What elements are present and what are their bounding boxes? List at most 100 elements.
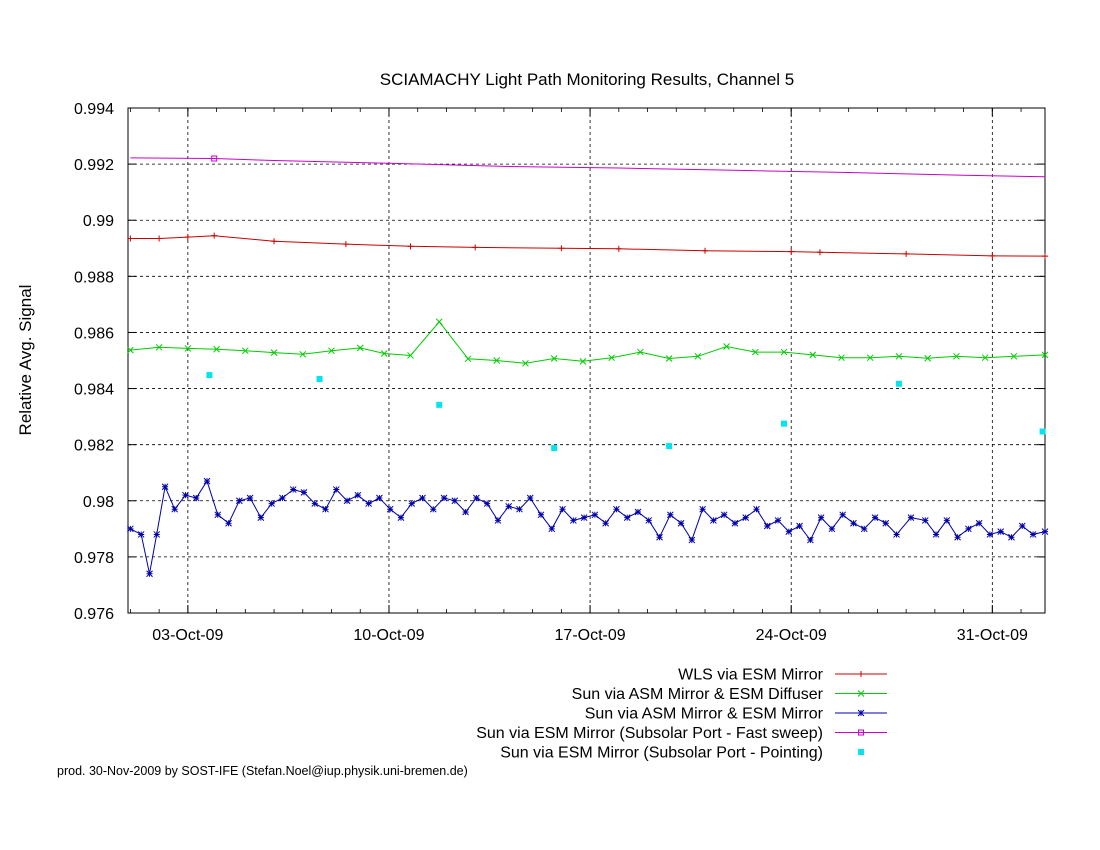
x-tick-label: 17-Oct-09	[555, 627, 626, 644]
data-point	[569, 517, 577, 524]
legend-label: Sun via ASM Mirror & ESM Mirror	[585, 706, 824, 723]
y-tick-label: 0.984	[74, 382, 114, 399]
plot-frame	[127, 107, 1046, 614]
data-point	[882, 519, 890, 527]
data-point	[473, 494, 480, 502]
series-3	[127, 477, 1049, 578]
chart-title: SCIAMACHY Light Path Monitoring Results,…	[380, 70, 795, 89]
legend-label: Sun via ESM Mirror (Subsolar Port - Poin…	[500, 745, 823, 762]
data-point	[435, 318, 443, 326]
data-point	[472, 244, 479, 251]
x-tick-label: 10-Oct-09	[353, 627, 424, 644]
data-point	[720, 511, 728, 519]
data-point	[268, 500, 276, 507]
y-tick-label: 0.982	[74, 438, 114, 455]
series-1-line	[130, 235, 1046, 257]
data-point	[785, 528, 793, 535]
data-point	[271, 238, 278, 245]
data-point	[407, 352, 414, 359]
data-point	[723, 343, 730, 350]
data-point	[316, 376, 323, 383]
y-tick-label: 0.99	[83, 213, 114, 230]
legend-swatch-marker	[857, 709, 865, 717]
data-point	[505, 503, 513, 510]
y-tick-label: 0.978	[74, 550, 114, 567]
y-tick-label: 0.98	[83, 494, 114, 511]
series-3-line	[130, 479, 1046, 574]
data-point	[1042, 253, 1048, 260]
data-point	[781, 420, 788, 427]
data-point	[989, 252, 996, 259]
data-point	[677, 519, 685, 527]
data-point	[637, 348, 644, 356]
data-point	[932, 531, 940, 538]
data-point	[257, 514, 265, 521]
data-point	[203, 477, 211, 485]
data-point	[656, 533, 663, 541]
data-point	[551, 445, 558, 452]
legend: WLS via ESM Mirror Sun via ASM Mirror & E…	[476, 667, 887, 762]
legend-label: Sun via ASM Mirror & ESM Diffuser	[572, 686, 824, 703]
data-point	[328, 347, 335, 355]
data-point	[516, 505, 523, 513]
data-point	[763, 522, 771, 530]
y-tick-label: 0.986	[74, 325, 114, 342]
data-point	[613, 505, 620, 513]
data-point	[182, 491, 189, 499]
data-point	[322, 505, 329, 513]
data-point	[1029, 531, 1037, 538]
data-point	[440, 494, 448, 502]
data-point	[965, 525, 972, 533]
series-group	[127, 155, 1049, 578]
data-point	[213, 345, 220, 353]
data-point	[127, 346, 134, 354]
data-point	[1041, 351, 1049, 359]
data-point	[192, 494, 200, 502]
data-point	[871, 514, 879, 521]
data-point	[666, 443, 673, 450]
data-point	[235, 497, 243, 505]
data-point	[615, 245, 622, 252]
data-point	[895, 352, 903, 360]
data-point	[774, 517, 782, 524]
data-point	[839, 511, 847, 519]
data-point	[860, 525, 868, 533]
data-point	[137, 531, 145, 538]
data-point	[311, 500, 319, 507]
data-point	[356, 344, 364, 352]
data-point	[436, 401, 443, 408]
data-point	[921, 517, 929, 524]
data-point	[634, 508, 642, 516]
data-point	[214, 511, 222, 519]
legend-swatch-marker	[858, 729, 864, 736]
data-point	[694, 352, 702, 360]
data-point	[184, 234, 191, 241]
data-point	[184, 345, 192, 352]
legend-label: Sun via ESM Mirror (Subsolar Port - Fast…	[476, 725, 823, 742]
y-tick-label: 0.988	[74, 269, 114, 286]
data-point	[342, 241, 349, 248]
data-point	[156, 235, 163, 242]
legend-swatch-marker	[857, 690, 865, 697]
data-point	[608, 354, 615, 362]
data-point	[429, 505, 437, 513]
series-1	[127, 232, 1048, 260]
data-point	[225, 519, 232, 527]
data-point	[699, 505, 706, 513]
data-point	[127, 235, 134, 242]
series-4	[130, 155, 1046, 178]
data-point	[127, 525, 134, 533]
data-point	[838, 354, 845, 362]
data-point	[602, 519, 610, 527]
data-point	[299, 350, 307, 358]
data-point	[903, 250, 910, 257]
data-point	[895, 380, 902, 387]
data-point	[953, 352, 960, 360]
data-point	[397, 514, 405, 521]
data-point	[1039, 428, 1046, 435]
data-point	[997, 528, 1005, 535]
data-point	[986, 531, 994, 538]
data-point	[981, 354, 989, 362]
data-point	[365, 500, 372, 507]
